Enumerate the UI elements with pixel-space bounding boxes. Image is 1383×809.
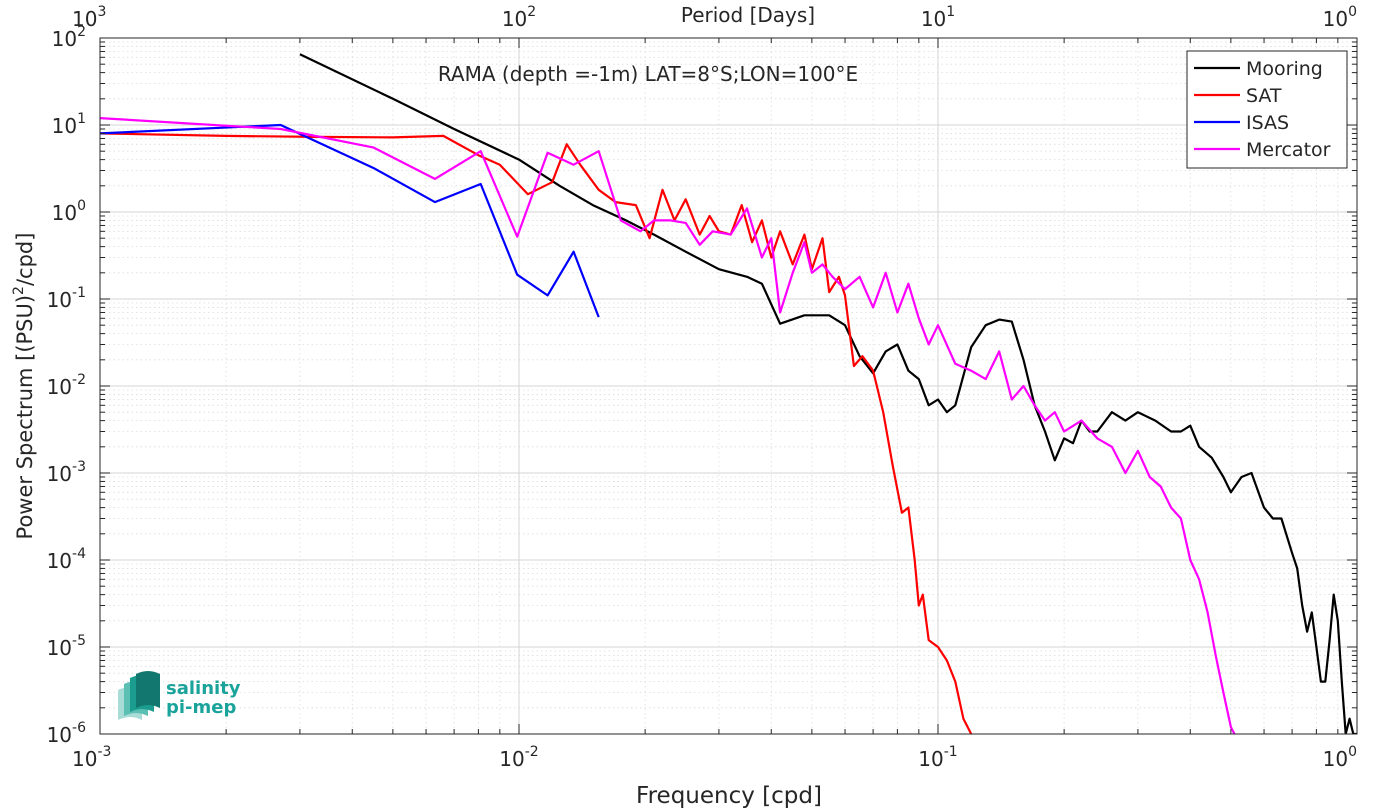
- legend-label-mercator: Mercator: [1246, 139, 1331, 161]
- x-tick-label: 10-1: [918, 744, 957, 771]
- x-axis-label: Frequency [cpd]: [636, 783, 822, 809]
- series-line-isas: [100, 123, 600, 318]
- x-tick-label: 100: [1323, 744, 1357, 771]
- series-line-sat: [100, 132, 973, 734]
- x2-tick-label: 102: [502, 4, 536, 31]
- y-tick-label: 10-2: [47, 372, 86, 399]
- y-tick-label: 10-3: [47, 459, 86, 486]
- y-axis-label: Power Spectrum [(PSU)2/cpd]: [11, 233, 37, 540]
- series-layer: [100, 53, 1357, 734]
- y-tick-label: 10-1: [47, 285, 86, 312]
- tick-marks: [99, 37, 1358, 735]
- wave-logo-icon: [118, 671, 160, 720]
- legend-label-isas: ISAS: [1246, 112, 1289, 134]
- x2-tick-label: 103: [72, 4, 106, 31]
- y-tick-label: 10-6: [47, 720, 87, 747]
- salinity-pi-mep-logo: salinity pi-mep: [118, 671, 241, 720]
- series-line-mooring: [299, 53, 1357, 734]
- y-tick-label: 100: [52, 198, 86, 225]
- x2-tick-label: 100: [1323, 4, 1357, 31]
- chart-title: RAMA (depth =-1m) LAT=8°S;LON=100°E: [438, 62, 858, 86]
- y-tick-label: 10-4: [47, 546, 87, 573]
- x2-tick-label: 101: [921, 4, 955, 31]
- legend: Mooring SAT ISAS Mercator: [1186, 50, 1348, 169]
- series-line-mercator: [100, 117, 1236, 734]
- legend-label-mooring: Mooring: [1246, 58, 1323, 80]
- y-tick-label: 101: [52, 111, 86, 138]
- x-tick-label: 10-2: [499, 744, 538, 771]
- logo-text-salinity: salinity: [166, 678, 241, 699]
- legend-label-sat: SAT: [1246, 85, 1282, 107]
- logo-text-pi-mep: pi-mep: [166, 697, 236, 718]
- y-tick-label: 10-5: [47, 633, 86, 660]
- x-tick-label: 10-3: [72, 744, 111, 771]
- legend-items: Mooring SAT ISAS Mercator: [1194, 58, 1331, 161]
- y-tick-label: 102: [52, 24, 86, 51]
- x2-axis-label: Period [Days]: [681, 3, 815, 27]
